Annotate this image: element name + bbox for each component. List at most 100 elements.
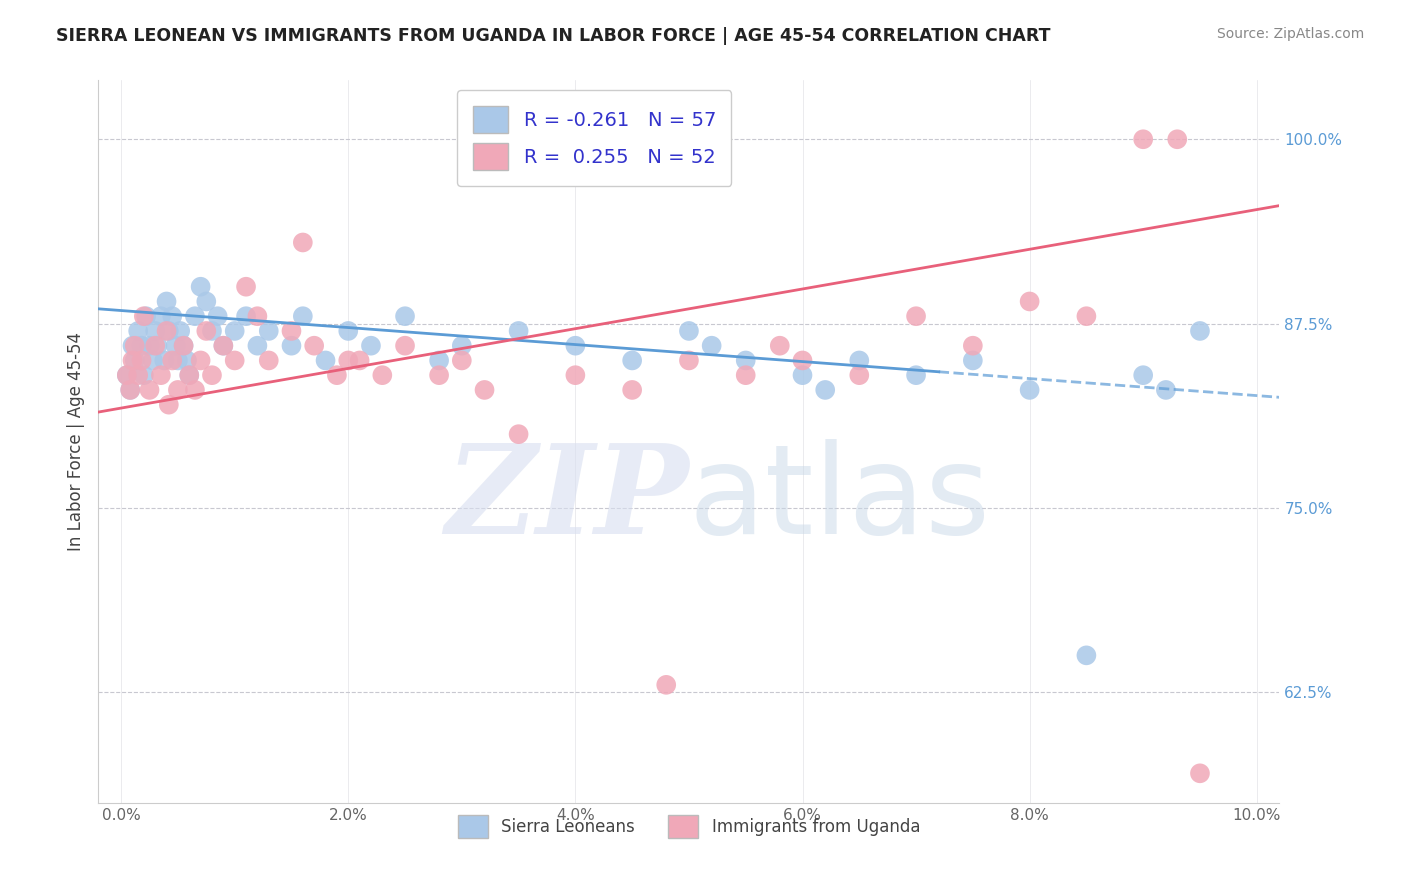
Point (280, 324, 302, 338)
Point (184, 383, 207, 397)
Point (149, 368, 172, 383)
Point (190, 279, 212, 293)
Point (212, 339, 235, 353)
Point (1166, 132, 1188, 146)
Point (149, 309, 172, 323)
Point (224, 324, 246, 338)
Point (450, 353, 472, 368)
Point (291, 235, 314, 250)
Point (360, 339, 382, 353)
Point (1076, 648, 1098, 663)
Point (124, 353, 146, 368)
Point (167, 353, 190, 368)
Point (394, 309, 416, 323)
Point (143, 324, 166, 338)
Point (280, 339, 302, 353)
Point (173, 339, 195, 353)
Point (1188, 766, 1211, 780)
Point (131, 339, 153, 353)
Point (349, 353, 371, 368)
Point (165, 339, 187, 353)
Point (474, 383, 496, 397)
Point (848, 368, 870, 383)
Point (315, 353, 337, 368)
Point (157, 324, 180, 338)
Point (394, 339, 416, 353)
Point (155, 324, 177, 338)
Point (124, 339, 146, 353)
Text: ZIP: ZIP (446, 439, 689, 560)
Point (138, 383, 160, 397)
Point (121, 339, 143, 353)
Point (246, 339, 269, 353)
Point (337, 353, 360, 368)
Point (135, 309, 157, 323)
Point (257, 353, 280, 368)
Point (235, 279, 257, 293)
Point (224, 353, 246, 368)
Point (121, 353, 143, 368)
Point (371, 368, 394, 383)
Point (115, 368, 138, 383)
Point (115, 368, 138, 383)
Point (235, 309, 257, 323)
Point (131, 353, 153, 368)
Y-axis label: In Labor Force | Age 45-54: In Labor Force | Age 45-54 (66, 332, 84, 551)
Point (508, 427, 530, 442)
Point (700, 339, 723, 353)
Point (1132, 368, 1154, 383)
Point (814, 383, 837, 397)
Point (564, 368, 586, 383)
Point (326, 368, 349, 383)
Point (132, 309, 155, 323)
Point (176, 353, 198, 368)
Point (201, 368, 224, 383)
Point (769, 339, 792, 353)
Point (201, 324, 224, 338)
Point (157, 398, 180, 412)
Point (427, 353, 450, 368)
Point (905, 368, 928, 383)
Point (155, 294, 177, 309)
Point (212, 339, 235, 353)
Point (427, 368, 450, 383)
Point (138, 339, 160, 353)
Point (162, 309, 184, 323)
Point (1154, 383, 1177, 397)
Point (127, 368, 149, 383)
Point (120, 383, 142, 397)
Point (962, 339, 984, 353)
Point (792, 353, 814, 368)
Point (195, 294, 218, 309)
Point (246, 309, 269, 323)
Point (173, 339, 195, 353)
Point (195, 324, 218, 338)
Point (291, 309, 314, 323)
Point (127, 324, 149, 338)
Point (179, 368, 201, 383)
Text: atlas: atlas (689, 439, 991, 560)
Point (167, 383, 190, 397)
Point (132, 368, 155, 383)
Point (848, 353, 870, 368)
Point (734, 368, 756, 383)
Point (184, 309, 207, 323)
Point (678, 353, 700, 368)
Point (302, 339, 325, 353)
Point (734, 353, 756, 368)
Point (655, 678, 678, 692)
Point (1132, 132, 1154, 146)
Point (1018, 383, 1040, 397)
Point (962, 353, 984, 368)
Point (207, 309, 229, 323)
Point (621, 353, 644, 368)
Point (678, 324, 700, 338)
Point (792, 368, 814, 383)
Point (337, 324, 360, 338)
Text: Source: ZipAtlas.com: Source: ZipAtlas.com (1216, 27, 1364, 41)
Point (179, 368, 201, 383)
Point (142, 353, 165, 368)
Point (190, 353, 212, 368)
Point (1076, 309, 1098, 323)
Text: SIERRA LEONEAN VS IMMIGRANTS FROM UGANDA IN LABOR FORCE | AGE 45-54 CORRELATION : SIERRA LEONEAN VS IMMIGRANTS FROM UGANDA… (56, 27, 1050, 45)
